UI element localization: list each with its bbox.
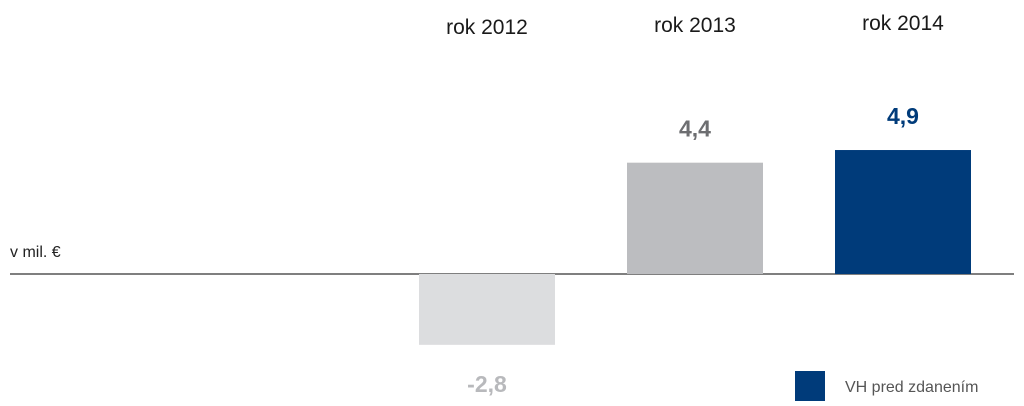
value-label: 4,4 [679,116,711,142]
bar-1 [419,274,555,345]
category-label: rok 2012 [446,16,528,39]
category-label: rok 2014 [862,12,944,35]
unit-label: v mil. € [10,244,61,261]
value-label: -2,8 [467,371,507,397]
category-label: rok 2013 [654,14,736,37]
legend-swatch [795,371,825,401]
legend-label: VH pred zdanením [845,379,978,396]
value-label: 4,9 [887,103,919,129]
bar-2 [627,162,763,274]
bar-3 [835,150,971,274]
